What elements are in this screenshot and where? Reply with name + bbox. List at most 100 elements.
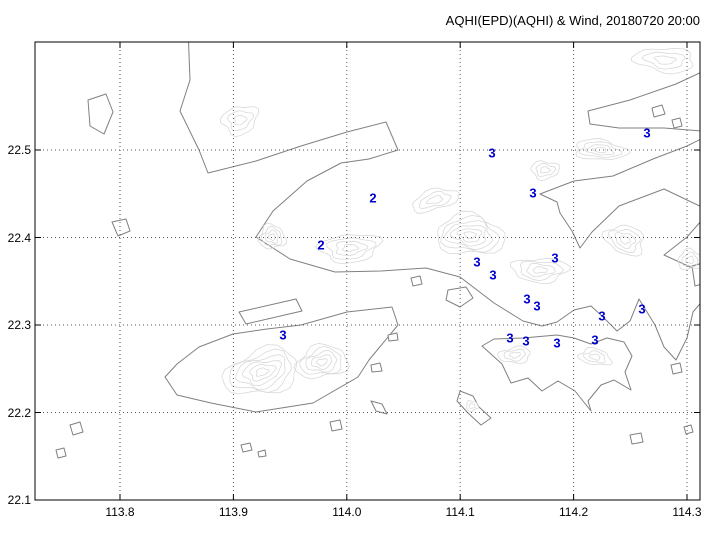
terrain-contour-line: [233, 114, 248, 126]
terrain-contour-line: [685, 255, 695, 265]
terrain-contours: [219, 47, 700, 412]
coastlines: [55, 42, 700, 459]
station-aqhi-value: 3: [591, 332, 599, 348]
terrain-contour-line: [503, 348, 526, 362]
y-tick-label: 22.2: [7, 405, 31, 420]
terrain-contour-line: [255, 367, 270, 377]
terrain-contour-line: [260, 225, 283, 246]
coastline-small-island: [240, 442, 253, 453]
x-tick-label: 113.9: [218, 505, 248, 519]
coastline-small-island: [370, 400, 388, 415]
station-aqhi-value: 2: [317, 237, 325, 253]
terrain-contour-line: [588, 353, 601, 361]
terrain-contour-line: [510, 257, 571, 285]
terrain-contour-line: [249, 363, 277, 382]
coastline-small-island: [691, 263, 700, 287]
terrain-contour-line: [229, 348, 292, 394]
terrain-contour-line: [576, 346, 614, 366]
y-tick-label: 22.3: [7, 318, 31, 332]
terrain-contour-line: [314, 234, 384, 265]
terrain-contour-line: [530, 160, 561, 182]
station-aqhi-value: 3: [488, 145, 496, 161]
station-aqhi-value: 3: [643, 125, 651, 141]
terrain-contour-line: [535, 162, 557, 177]
station-aqhi-value: 3: [279, 327, 287, 343]
terrain-contour-line: [268, 233, 276, 241]
terrain-contour-line: [526, 262, 556, 278]
station-aqhi-value: 3: [598, 308, 606, 324]
coastline-small-island: [410, 275, 423, 287]
map-title: AQHI(EPD)(AQHI) & Wind, 20180720 20:00: [445, 13, 700, 28]
terrain-contour-line: [418, 190, 452, 209]
terrain-contour-line: [235, 354, 286, 391]
y-tick-label: 22.5: [7, 143, 31, 157]
terrain-contour-line: [463, 231, 478, 239]
coastline-small-island: [257, 449, 267, 458]
terrain-contour-line: [264, 229, 279, 244]
coastline-small-island: [670, 362, 683, 375]
coastline-tsing-yi: [445, 286, 474, 308]
terrain-contour-line: [335, 240, 369, 256]
coastline-small-island: [651, 104, 666, 118]
terrain-contour-line: [578, 141, 623, 158]
terrain-contour-line: [436, 210, 506, 254]
coastline-small-island: [683, 424, 694, 435]
terrain-contour-line: [653, 55, 677, 65]
coastline-lantau-island: [164, 306, 399, 413]
terrain-contour-line: [425, 194, 444, 205]
gridlines: [35, 42, 700, 500]
x-tick-label: 114.0: [332, 505, 362, 519]
station-aqhi-value: 3: [506, 330, 514, 346]
terrain-contour-line: [341, 243, 360, 253]
terrain-contour-line: [258, 222, 287, 250]
terrain-contour-line: [293, 342, 350, 380]
map-geography: [55, 42, 700, 459]
terrain-contour-line: [641, 51, 686, 70]
terrain-contour-line: [584, 144, 615, 156]
terrain-contour-line: [325, 237, 377, 260]
terrain-contour-line: [456, 228, 483, 243]
coastline-small-island: [329, 419, 343, 432]
terrain-contour-line: [310, 354, 333, 371]
y-tick-label: 22.1: [7, 493, 31, 507]
terrain-contour-line: [227, 110, 255, 131]
terrain-contour-line: [219, 106, 260, 138]
terrain-contour-line: [681, 251, 699, 268]
y-tick-label: 22.4: [7, 230, 31, 245]
terrain-contour-line: [412, 187, 460, 214]
station-aqhi-value: 3: [553, 335, 561, 351]
coastline-small-island: [111, 218, 131, 237]
station-aqhi-value: 3: [551, 250, 559, 266]
terrain-contour-line: [677, 247, 700, 271]
terrain-contour-line: [607, 229, 641, 254]
station-aqhi-value: 3: [522, 333, 530, 349]
terrain-contour-line: [620, 235, 631, 245]
coastline-small-island: [69, 421, 84, 436]
terrain-contour-line: [591, 147, 607, 154]
station-aqhi-value: 3: [529, 185, 537, 201]
terrain-contour-line: [519, 260, 564, 282]
station-aqhi-value: 2: [369, 190, 377, 206]
terrain-contour-line: [316, 358, 328, 367]
axis-ticks: [35, 42, 700, 500]
terrain-contour-line: [299, 346, 342, 375]
coastline-airport-island: [238, 298, 303, 325]
coastline-small-island: [55, 447, 67, 459]
terrain-contour-line: [601, 224, 644, 257]
terrain-contour-line: [449, 225, 486, 247]
terrain-contour-line: [509, 352, 521, 359]
coastline-small-island: [87, 93, 114, 135]
terrain-contour-line: [614, 232, 637, 250]
station-aqhi-value: 3: [523, 291, 531, 307]
station-aqhi-value: 3: [533, 298, 541, 314]
terrain-contour-line: [630, 47, 694, 75]
terrain-contour-line: [468, 402, 476, 410]
coastline-small-island: [387, 332, 399, 342]
terrain-contour-line: [221, 344, 298, 395]
terrain-contour-line: [582, 350, 606, 364]
station-aqhi-value: 3: [473, 254, 481, 270]
station-aqhi-value: 3: [638, 301, 646, 317]
coastline-small-island: [370, 362, 383, 373]
